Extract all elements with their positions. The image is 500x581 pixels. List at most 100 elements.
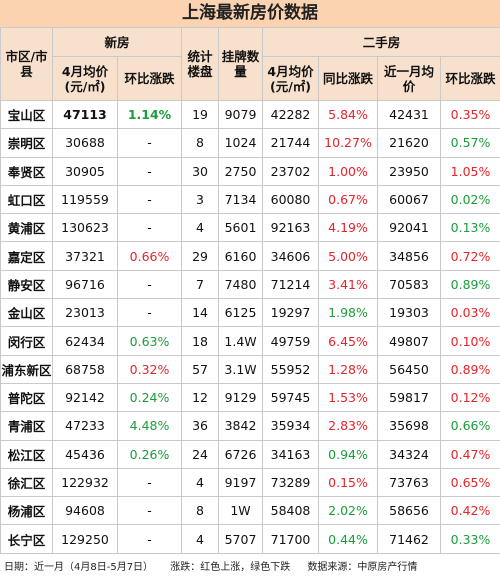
value-cell: 59745 <box>262 382 320 413</box>
value-cell: 49759 <box>262 326 320 356</box>
value-cell: 58408 <box>262 496 320 526</box>
value-cell: 55952 <box>262 354 320 384</box>
value-cell: 60080 <box>262 184 320 215</box>
value-cell: - <box>116 298 183 328</box>
table-row: 崇明区 30688-8 1024 21744 10.27% 21620 0.57% <box>0 128 500 158</box>
value-cell: 0.12% <box>440 382 500 413</box>
header-cell: 新房 <box>51 27 183 57</box>
value-cell: 9129 <box>218 382 264 413</box>
value-cell: 19 <box>181 99 220 130</box>
table-row: 静安区 96716-7 7480 71214 3.41% 70583 0.89% <box>0 269 500 300</box>
value-cell: 14 <box>181 298 220 328</box>
value-cell: 37321 <box>52 241 118 271</box>
value-cell: 0.33% <box>440 524 500 554</box>
value-cell: 1.4W <box>218 326 264 356</box>
header-cell: 环比涨跌 <box>116 56 183 101</box>
value-cell: 3.41% <box>318 269 379 300</box>
value-cell: 0.89% <box>440 354 500 384</box>
table-row: 虹口区 119559-3 7134 60080 0.67% 60067 0.02% <box>0 184 500 215</box>
district-cell: 徐汇区 <box>0 467 53 498</box>
table-row: 宝山区 47113 1.14% 19 9079 42282 5.84% 42431 0.35% <box>0 99 500 130</box>
value-cell: 0.24% <box>116 382 183 413</box>
value-cell: 23013 <box>52 298 118 328</box>
value-cell: 35934 <box>262 411 320 441</box>
header-cell: 统计楼盘 <box>181 27 220 101</box>
value-cell: 12 <box>181 382 220 413</box>
value-cell: 56450 <box>377 354 442 384</box>
value-cell: 6.45% <box>318 326 379 356</box>
table-row: 松江区 45436 0.26% 24 6726 34163 0.94% 34324 0.47% <box>0 439 500 469</box>
value-cell: 0.89% <box>440 269 500 300</box>
value-cell: 30688 <box>52 128 118 158</box>
value-cell: - <box>116 496 183 526</box>
value-cell: 96716 <box>52 269 118 300</box>
value-cell: 5707 <box>218 524 264 554</box>
value-cell: 0.03% <box>440 298 500 328</box>
value-cell: 0.15% <box>318 467 379 498</box>
value-cell: 2.83% <box>318 411 379 441</box>
value-cell: 9197 <box>218 467 264 498</box>
value-cell: 4.19% <box>318 213 379 243</box>
table-row: 徐汇区 122932-4 9197 73289 0.15% 73763 0.65% <box>0 467 500 498</box>
value-cell: 0.35% <box>440 99 500 130</box>
value-cell: 0.66% <box>116 241 183 271</box>
value-cell: 21744 <box>262 128 320 158</box>
header-cell: 4月均价(元/㎡) <box>262 56 320 101</box>
value-cell: 70583 <box>377 269 442 300</box>
value-cell: 34163 <box>262 439 320 469</box>
value-cell: - <box>116 213 183 243</box>
table-row: 闵行区 62434 0.63% 18 1.4W 49759 6.45% 49807 0.10% <box>0 326 500 356</box>
value-cell: 92142 <box>52 382 118 413</box>
value-cell: 42282 <box>262 99 320 130</box>
table-row: 长宁区 129250-4 5707 71700 0.44% 71462 0.33% <box>0 524 500 554</box>
value-cell: 7134 <box>218 184 264 215</box>
value-cell: 6125 <box>218 298 264 328</box>
value-cell: 36 <box>181 411 220 441</box>
value-cell: 58656 <box>377 496 442 526</box>
header-cell: 挂牌数量 <box>218 27 264 101</box>
value-cell: 68758 <box>52 354 118 384</box>
value-cell: 30 <box>181 156 220 186</box>
value-cell: 5.00% <box>318 241 379 271</box>
value-cell: 1024 <box>218 128 264 158</box>
table-row: 黄浦区 130623-4 5601 92163 4.19% 92041 0.13% <box>0 213 500 243</box>
value-cell: 35698 <box>377 411 442 441</box>
table-row: 杨浦区 94608-8 1W 58408 2.02% 58656 0.42% <box>0 496 500 526</box>
value-cell: 4 <box>181 467 220 498</box>
value-cell: - <box>116 156 183 186</box>
value-cell: 0.65% <box>440 467 500 498</box>
district-cell: 宝山区 <box>0 99 53 130</box>
value-cell: 62434 <box>52 326 118 356</box>
footer: 日期：近一月（4月8日-5月7日） 涨跌：红色上涨，绿色下跌 数据来源：中原房产… <box>0 555 500 581</box>
value-cell: 0.57% <box>440 128 500 158</box>
value-cell: 8 <box>181 128 220 158</box>
title: 上海最新房价数据 <box>0 0 500 27</box>
value-cell: 4 <box>181 213 220 243</box>
value-cell: 0.02% <box>440 184 500 215</box>
value-cell: - <box>116 524 183 554</box>
value-cell: 94608 <box>52 496 118 526</box>
header-cell: 环比涨跌 <box>440 56 500 101</box>
header-cell: 同比涨跌 <box>318 56 379 101</box>
value-cell: 1.98% <box>318 298 379 328</box>
value-cell: 29 <box>181 241 220 271</box>
value-cell: 119559 <box>52 184 118 215</box>
table-row: 普陀区 92142 0.24% 12 9129 59745 1.53% 59817 0.12% <box>0 382 500 413</box>
value-cell: 4.48% <box>116 411 183 441</box>
value-cell: - <box>116 184 183 215</box>
value-cell: - <box>116 128 183 158</box>
value-cell: 0.94% <box>318 439 379 469</box>
value-cell: 1.14% <box>116 99 183 130</box>
value-cell: 10.27% <box>318 128 379 158</box>
value-cell: 49807 <box>377 326 442 356</box>
value-cell: 47113 <box>52 99 118 130</box>
district-cell: 金山区 <box>0 298 53 328</box>
value-cell: 2.02% <box>318 496 379 526</box>
table-row: 奉贤区 30905-30 2750 23702 1.00% 23950 1.05% <box>0 156 500 186</box>
value-cell: 34856 <box>377 241 442 271</box>
value-cell: 0.26% <box>116 439 183 469</box>
value-cell: 19303 <box>377 298 442 328</box>
district-cell: 嘉定区 <box>0 241 53 271</box>
value-cell: 1.28% <box>318 354 379 384</box>
